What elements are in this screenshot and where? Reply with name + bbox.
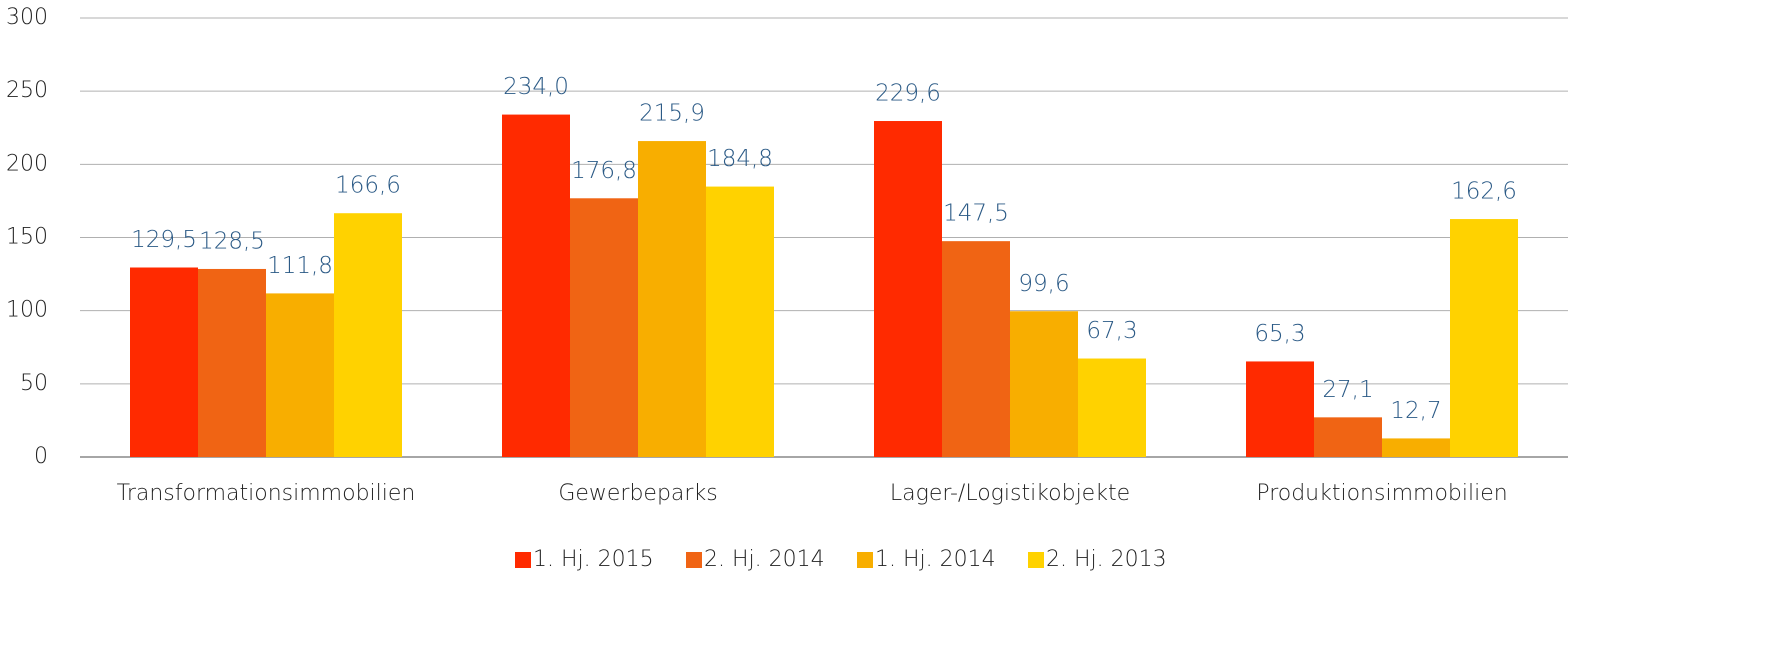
- legend-swatch: [686, 552, 702, 568]
- bar: [1450, 219, 1518, 457]
- legend-swatch: [1028, 552, 1044, 568]
- y-tick-label: 0: [34, 444, 48, 469]
- legend-label: 2. Hj. 2013: [1046, 547, 1167, 572]
- bar: [502, 114, 570, 457]
- legend-label: 2. Hj. 2014: [704, 547, 825, 572]
- x-tick-label: Gewerbeparks: [558, 481, 717, 506]
- bar: [1314, 417, 1382, 457]
- value-label: 229,6: [875, 81, 941, 107]
- value-label: 176,8: [571, 158, 637, 184]
- value-label: 65,3: [1254, 321, 1305, 347]
- value-label: 184,8: [707, 146, 773, 172]
- y-tick-label: 100: [6, 298, 48, 323]
- bar: [334, 213, 402, 457]
- value-label: 27,1: [1322, 377, 1373, 403]
- value-label: 12,7: [1390, 398, 1441, 424]
- value-label: 234,0: [503, 74, 569, 100]
- bar: [130, 267, 198, 457]
- value-label: 67,3: [1086, 318, 1137, 344]
- bar: [570, 198, 638, 458]
- legend-swatch: [857, 552, 873, 568]
- legend-swatch: [515, 552, 531, 568]
- y-tick-label: 300: [6, 5, 48, 30]
- x-tick-label: Produktionsimmobilien: [1256, 481, 1507, 506]
- y-tick-label: 250: [6, 78, 48, 103]
- value-label: 99,6: [1018, 271, 1069, 297]
- legend-label: 1. Hj. 2014: [875, 547, 996, 572]
- y-tick-label: 50: [20, 371, 48, 396]
- x-tick-label: Transformationsimmobilien: [117, 481, 416, 506]
- value-label: 162,6: [1451, 179, 1517, 205]
- bar: [706, 186, 774, 458]
- y-tick-label: 150: [6, 225, 48, 250]
- legend-label: 1. Hj. 2015: [533, 547, 654, 572]
- value-label: 215,9: [639, 101, 705, 127]
- value-label: 129,5: [131, 227, 197, 253]
- bar: [1382, 438, 1450, 457]
- bar: [874, 121, 942, 457]
- y-tick-label: 200: [6, 151, 48, 176]
- bar: [1078, 358, 1146, 457]
- x-tick-label: Lager-/Logistikobjekte: [890, 481, 1130, 506]
- value-label: 111,8: [267, 253, 333, 279]
- bar: [266, 293, 334, 457]
- bar: [1246, 361, 1314, 457]
- bar: [638, 141, 706, 457]
- bar: [1010, 311, 1078, 457]
- bar: [942, 241, 1010, 457]
- value-label: 166,6: [335, 173, 401, 199]
- value-label: 128,5: [199, 228, 265, 254]
- bar: [198, 268, 266, 457]
- value-label: 147,5: [943, 201, 1009, 227]
